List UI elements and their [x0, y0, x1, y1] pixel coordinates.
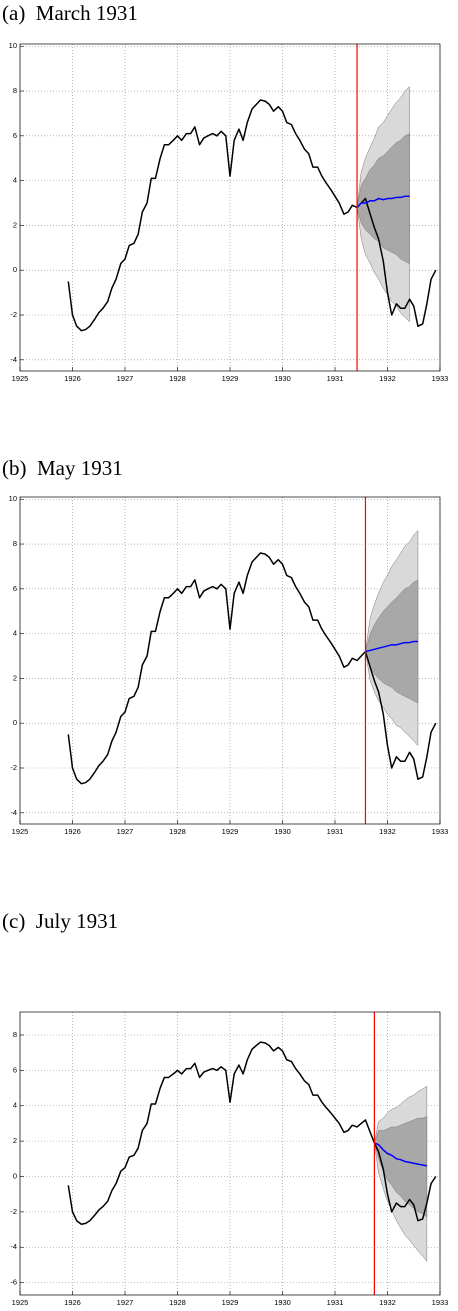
x-tick-label: 1931 — [327, 1298, 344, 1307]
x-tick-label: 1932 — [379, 1298, 396, 1307]
subplot: (a) March 1931 -4 -2 0 2 4 6 8 10 1925 1926 1927 192… — [2, 1, 448, 383]
subplot-title: (b) May 1931 — [2, 456, 123, 480]
series-line — [356, 195, 410, 209]
y-tick-label: 6 — [13, 584, 17, 593]
y-tick-label: 8 — [13, 86, 17, 95]
x-tick-label: 1928 — [169, 1298, 186, 1307]
x-tick-label: 1925 — [12, 1298, 29, 1307]
x-tick-label: 1929 — [222, 827, 239, 836]
x-tick-label: 1926 — [64, 1298, 81, 1307]
forecast-band — [374, 1115, 428, 1218]
x-tick-label: 1929 — [222, 1298, 239, 1307]
y-tick-label: 6 — [13, 131, 17, 140]
axes-frame — [19, 496, 441, 825]
axes-frame — [19, 1011, 441, 1296]
x-tick-label: 1926 — [64, 827, 81, 836]
y-tick-label: 10 — [9, 41, 17, 50]
x-tick-label: 1933 — [432, 1298, 449, 1307]
x-tick-label: 1930 — [274, 827, 291, 836]
forecast-band — [356, 133, 410, 264]
subplot: (c) July 1931 -6 -4 -2 0 2 4 6 8 1925 1926 1927 1928… — [2, 909, 448, 1307]
y-tick-label: 2 — [13, 1136, 17, 1145]
x-tick-label: 1927 — [117, 374, 134, 383]
y-tick-label: 4 — [13, 1101, 17, 1110]
y-tick-label: -4 — [10, 1242, 17, 1251]
series-line — [374, 1142, 428, 1167]
y-tick-label: 0 — [13, 265, 17, 274]
series-line — [365, 640, 418, 653]
y-tick-label: -4 — [10, 808, 17, 817]
y-tick-label: 4 — [13, 629, 17, 638]
y-tick-label: 6 — [13, 1065, 17, 1074]
x-tick-label: 1931 — [327, 374, 344, 383]
x-tick-label: 1927 — [117, 827, 134, 836]
x-tick-label: 1931 — [327, 827, 344, 836]
subplot-title: (a) March 1931 — [2, 1, 138, 25]
y-tick-label: 4 — [13, 176, 17, 185]
x-tick-label: 1930 — [274, 374, 291, 383]
y-tick-label: 0 — [13, 1171, 17, 1180]
y-tick-label: -2 — [10, 310, 17, 319]
series-line — [67, 99, 437, 332]
axes-frame — [19, 43, 441, 372]
y-tick-label: -6 — [10, 1278, 17, 1287]
x-tick-label: 1926 — [64, 374, 81, 383]
y-tick-label: 2 — [13, 673, 17, 682]
y-tick-label: -2 — [10, 1207, 17, 1216]
x-tick-label: 1928 — [169, 827, 186, 836]
y-tick-label: 8 — [13, 1030, 17, 1039]
x-tick-label: 1932 — [379, 374, 396, 383]
x-tick-label: 1932 — [379, 827, 396, 836]
series-line — [67, 552, 437, 785]
subplot-title: (c) July 1931 — [2, 909, 118, 933]
y-tick-label: 8 — [13, 539, 17, 548]
x-tick-label: 1925 — [12, 374, 29, 383]
x-tick-label: 1928 — [169, 374, 186, 383]
y-tick-label: -4 — [10, 355, 17, 364]
x-tick-label: 1930 — [274, 1298, 291, 1307]
x-tick-label: 1933 — [432, 827, 449, 836]
x-tick-label: 1925 — [12, 827, 29, 836]
y-tick-label: 0 — [13, 718, 17, 727]
x-tick-label: 1933 — [432, 374, 449, 383]
y-tick-label: -2 — [10, 763, 17, 772]
x-tick-label: 1927 — [117, 1298, 134, 1307]
subplot: (b) May 1931 -4 -2 0 2 4 6 8 10 1925 1926 1927 1928 1… — [2, 456, 448, 836]
x-tick-label: 1929 — [222, 374, 239, 383]
y-tick-label: 10 — [9, 494, 17, 503]
y-tick-label: 2 — [13, 220, 17, 229]
